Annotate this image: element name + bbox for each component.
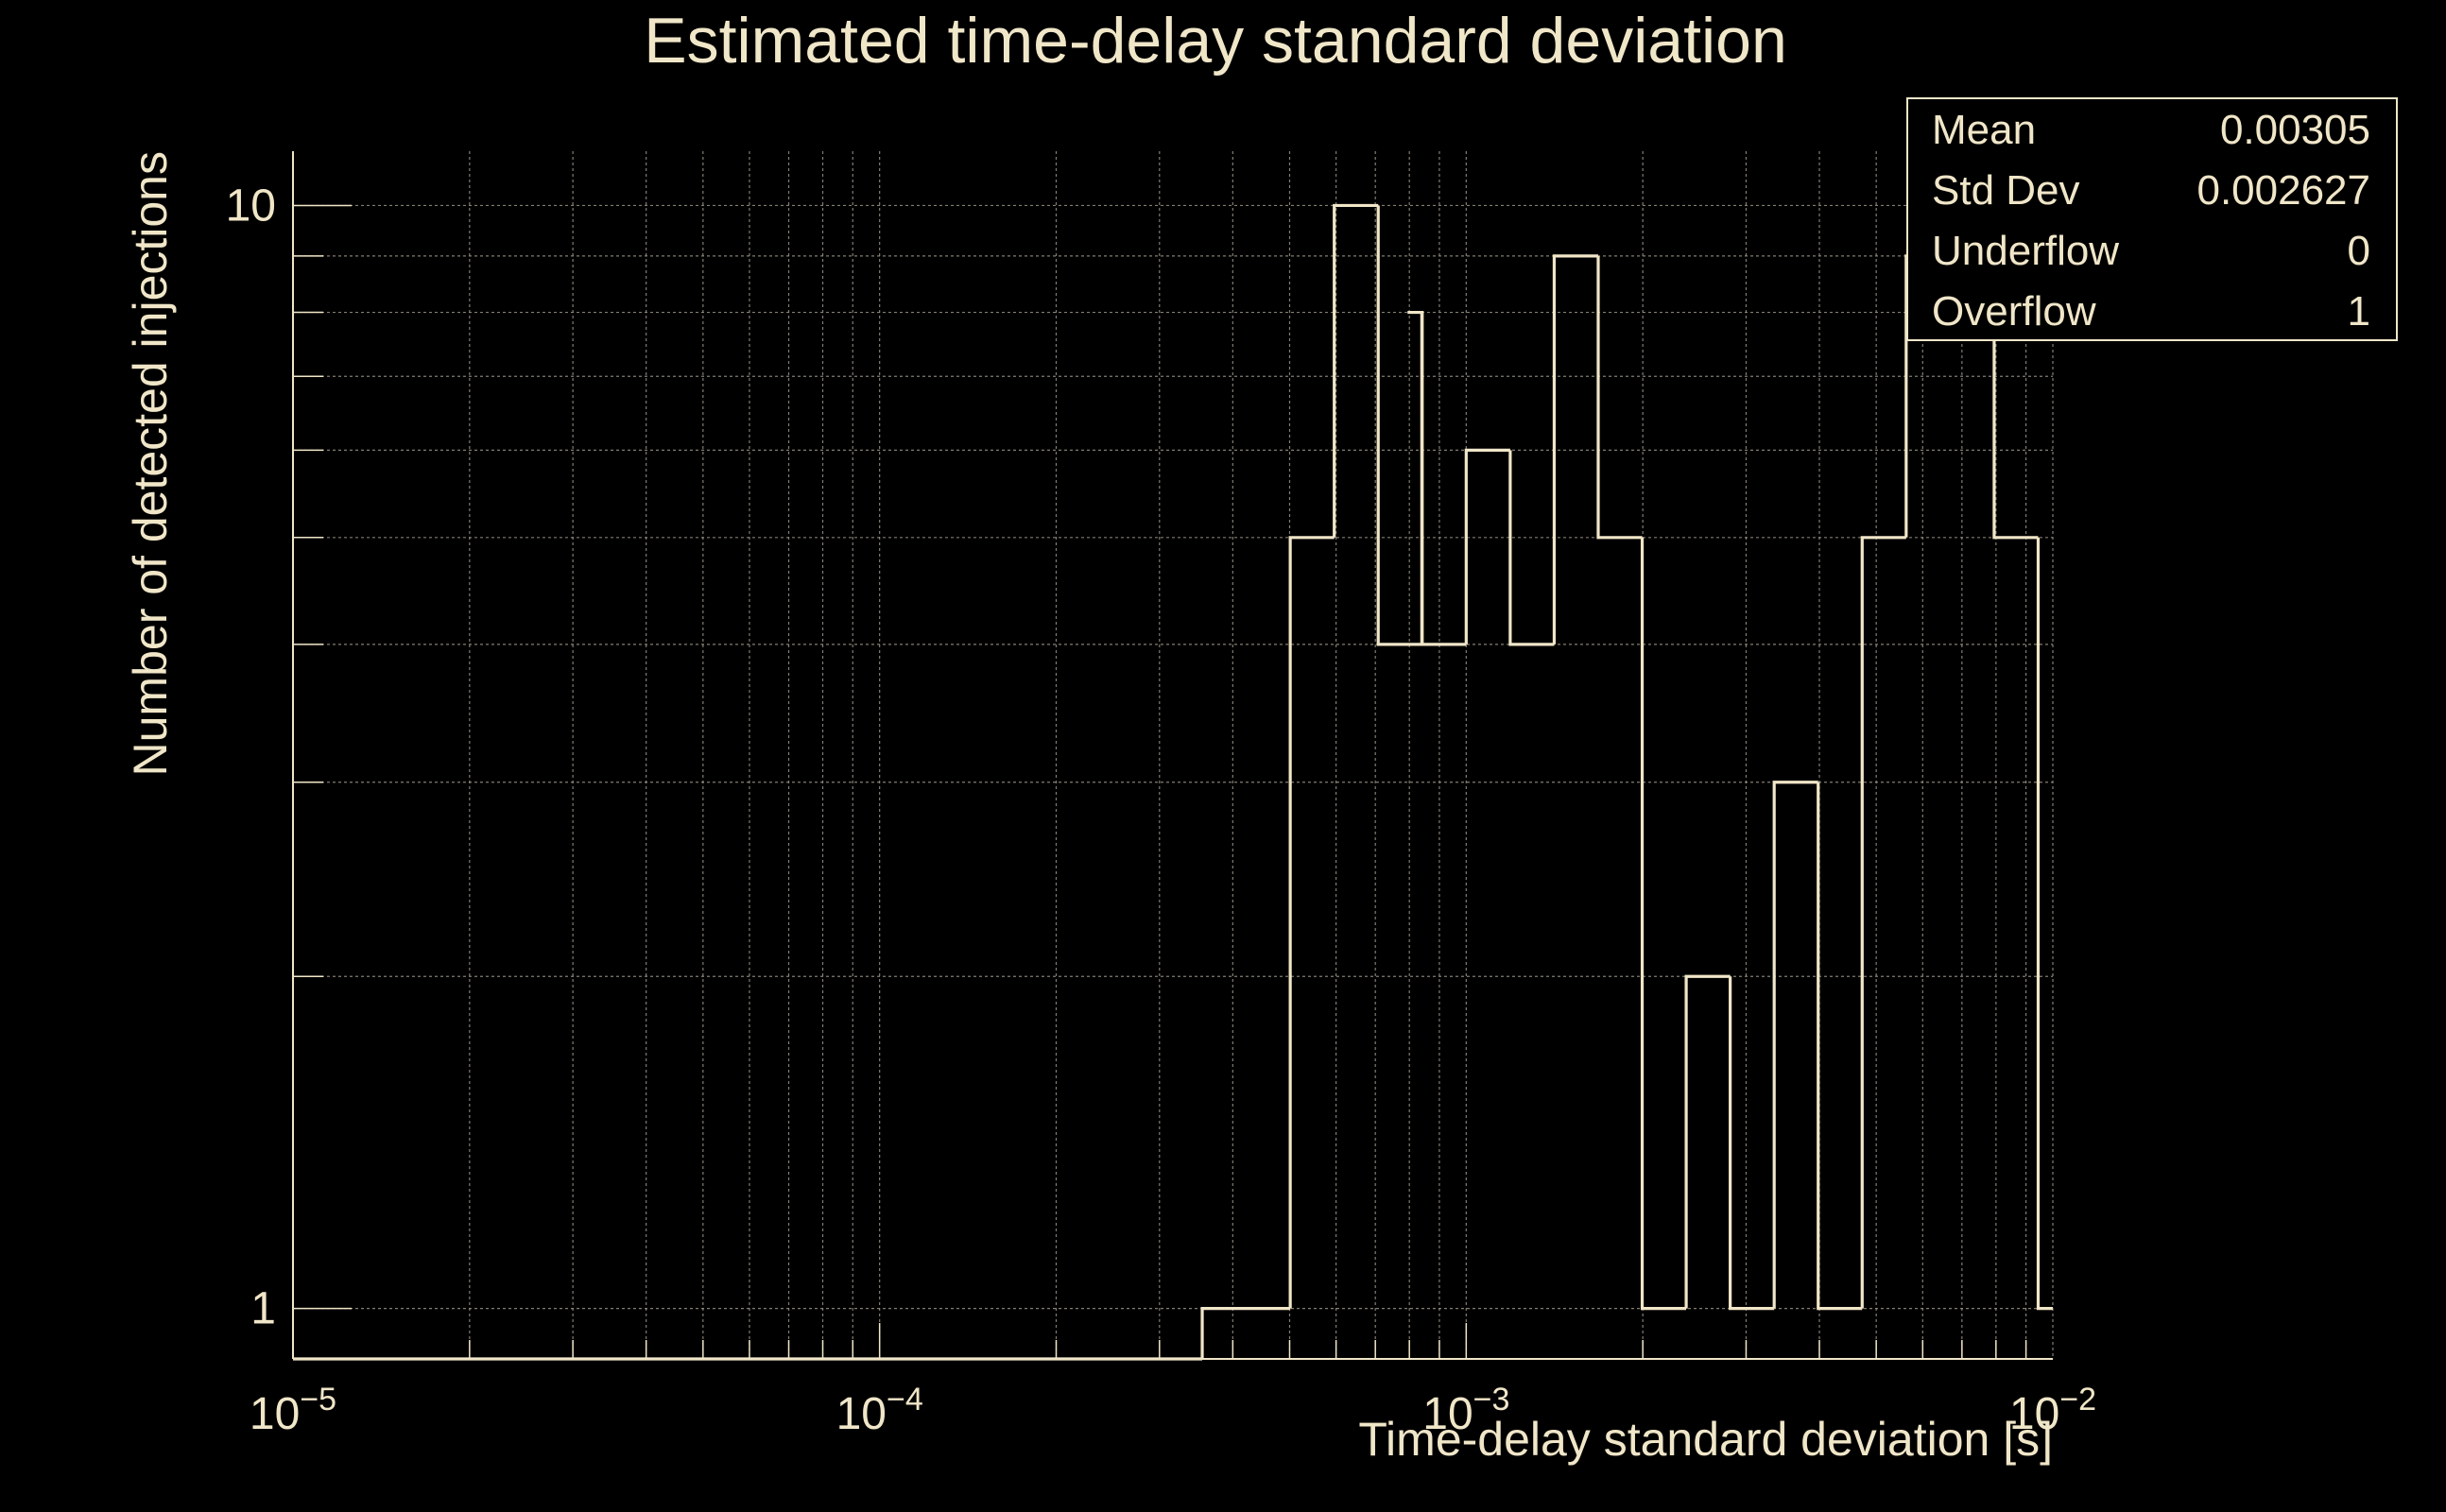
stats-stddev-label: Std Dev [1932, 167, 2080, 214]
x-tick-label: 10−2 [2009, 1382, 2096, 1439]
x-axis-label: Time-delay standard deviation [s] [1358, 1413, 2053, 1466]
x-tick-label: 10−4 [836, 1382, 923, 1439]
histogram-bin [1596, 255, 1643, 540]
x-tick-label: 10−5 [250, 1382, 336, 1439]
histogram-bin [1729, 976, 1775, 1311]
histogram-bin [1376, 205, 1422, 646]
stats-underflow-label: Underflow [1932, 228, 2119, 274]
histogram-bin [1860, 536, 1906, 1309]
histogram-bin [1464, 448, 1510, 644]
y-tick-label: 1 [250, 1284, 276, 1334]
histogram-bin [1420, 312, 1467, 646]
histogram-bin [1333, 203, 1379, 538]
histogram-bin [1552, 254, 1598, 644]
histogram-bin [1772, 781, 1818, 1309]
histogram-series [293, 203, 2053, 1361]
stats-underflow-value: 0 [2348, 228, 2370, 274]
histogram-bin [1992, 255, 2039, 540]
histogram-bin [1508, 450, 1555, 646]
stats-stddev-value: 0.002627 [2196, 167, 2370, 214]
stats-overflow-label: Overflow [1932, 288, 2096, 335]
histogram-bin [2036, 537, 2053, 1311]
histogram-bin [1288, 536, 1335, 1309]
histogram-bin [1200, 1306, 1291, 1359]
grid [292, 151, 2054, 1360]
histogram-bin [1684, 974, 1731, 1309]
x-tick-label: 10−3 [1422, 1382, 1509, 1439]
tick-labels: 10−5 10−4 10−3 10−2 1 10 [226, 180, 2096, 1439]
stats-mean-label: Mean [1932, 107, 2036, 153]
axes [292, 151, 2053, 1360]
y-tick-label: 10 [226, 180, 276, 231]
stats-overflow-value: 1 [2348, 288, 2370, 335]
histogram-bin [1640, 537, 1687, 1311]
stats-box: Mean 0.00305 Std Dev 0.002627 Underflow … [1906, 97, 2398, 341]
y-axis-label: Number of detected injections [124, 151, 177, 776]
stats-box-frame [1906, 97, 2398, 341]
histogram-bin [1817, 782, 1863, 1311]
stats-mean-value: 0.00305 [2220, 107, 2370, 153]
chart-title: Estimated time-delay standard deviation [644, 5, 1787, 77]
